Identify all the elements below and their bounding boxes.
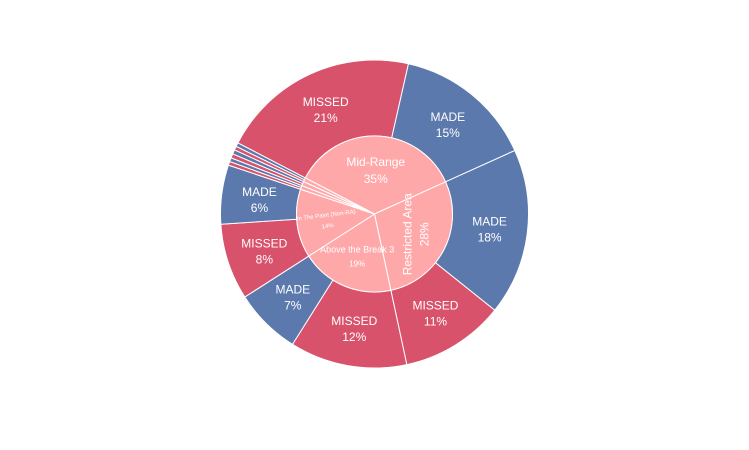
zone-slice-mid-range[interactable] [304,135,447,215]
zone-percent-label: 19% [349,260,365,269]
outcome-percent-label: 21% [314,111,338,125]
outcome-percent-label: 8% [256,252,274,266]
zone-label-group: Mid-Range 35% [346,155,405,186]
zone-label-group: Above the Break 3 19% [320,245,394,269]
label-layer: MISSED 21% MADE 15% Mid-Range 35% MADE 18% MISSE… [241,95,507,344]
zone-name-label: Restricted Area [401,193,415,275]
zone-slice-restricted-area[interactable] [373,181,453,291]
outcome-name-label: MADE [275,282,310,296]
outcome-percent-label: 15% [436,126,460,140]
outcome-percent-label: 11% [424,315,447,329]
outcome-name-label: MISSED [412,299,458,313]
zone-slice-minor-6[interactable] [302,177,375,215]
zone-slice-above-the-break-3[interactable] [308,213,392,293]
outcome-name-label: MADE [430,110,465,124]
zone-name-label: Mid-Range [346,155,405,169]
zone-percent-label: 14% [321,223,334,231]
outcome-percent-label: 18% [478,230,502,244]
outcome-name-label: MADE [242,185,277,199]
outcome-name-label: MISSED [241,236,287,250]
zone-label-group: Restricted Area 28% [401,193,432,275]
outcome-name-label: MISSED [331,314,377,328]
zone-percent-label: 35% [364,172,388,186]
zone-ring [296,135,453,293]
zone-percent-label: 28% [418,222,432,246]
outcome-ring [220,59,529,369]
outcome-percent-label: 12% [342,330,366,344]
outcome-percent-label: 7% [284,298,302,312]
zone-name-label: Above the Break 3 [320,245,394,255]
outcome-percent-label: 6% [251,201,269,215]
outcome-name-label: MISSED [303,95,349,109]
zone-slice-in-the-paint-non-ra[interactable] [296,188,376,257]
outcome-name-label: MADE [472,214,507,228]
